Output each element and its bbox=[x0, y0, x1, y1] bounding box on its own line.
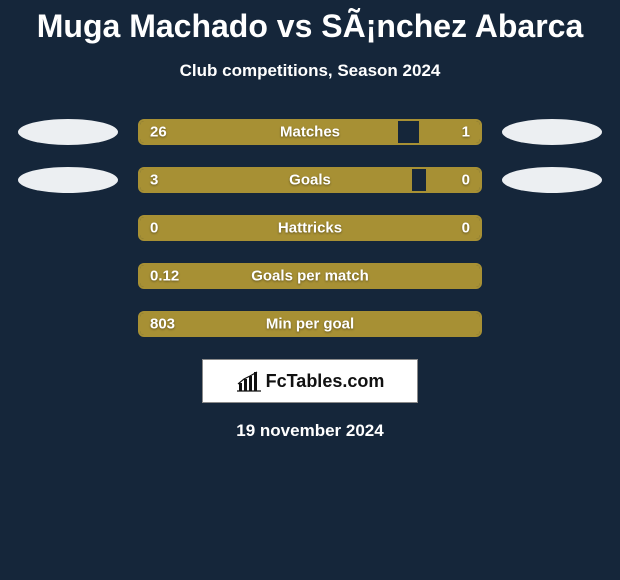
page-subtitle: Club competitions, Season 2024 bbox=[0, 61, 620, 81]
stat-label: Goals per match bbox=[251, 268, 369, 285]
stat-row: 26 1 Matches bbox=[0, 119, 620, 145]
bar-right-fill bbox=[426, 169, 480, 191]
stat-row: 0.12 Goals per match bbox=[0, 263, 620, 289]
stat-bar: 0 0 Hattricks bbox=[138, 215, 482, 241]
stat-left-value: 0.12 bbox=[150, 268, 179, 285]
stat-label: Goals bbox=[289, 172, 331, 189]
stat-left-value: 26 bbox=[150, 124, 167, 141]
logo-box[interactable]: FcTables.com bbox=[202, 359, 418, 403]
stat-bar: 3 0 Goals bbox=[138, 167, 482, 193]
stat-right-value: 0 bbox=[462, 220, 470, 237]
stat-left-value: 0 bbox=[150, 220, 158, 237]
player-left-avatar bbox=[18, 167, 118, 193]
page-title: Muga Machado vs SÃ¡nchez Abarca bbox=[0, 0, 620, 45]
player-left-avatar bbox=[18, 119, 118, 145]
bar-right-fill bbox=[419, 121, 480, 143]
stat-right-value: 0 bbox=[462, 172, 470, 189]
stat-label: Hattricks bbox=[278, 220, 342, 237]
bar-left-fill bbox=[140, 121, 398, 143]
footer-date: 19 november 2024 bbox=[0, 421, 620, 441]
stat-bar: 0.12 Goals per match bbox=[138, 263, 482, 289]
player-right-avatar bbox=[502, 119, 602, 145]
bar-gap bbox=[412, 169, 426, 191]
player-right-avatar bbox=[502, 167, 602, 193]
stat-row: 803 Min per goal bbox=[0, 311, 620, 337]
stat-label: Min per goal bbox=[266, 316, 354, 333]
logo-text: FcTables.com bbox=[266, 371, 385, 392]
stat-bar: 26 1 Matches bbox=[138, 119, 482, 145]
stat-left-value: 803 bbox=[150, 316, 175, 333]
stat-bar: 803 Min per goal bbox=[138, 311, 482, 337]
bar-gap bbox=[398, 121, 418, 143]
stat-right-value: 1 bbox=[462, 124, 470, 141]
stat-left-value: 3 bbox=[150, 172, 158, 189]
stats-container: 26 1 Matches 3 0 Goals 0 0 Hattricks 0.12 Goals pe… bbox=[0, 119, 620, 337]
stat-row: 3 0 Goals bbox=[0, 167, 620, 193]
bar-left-fill bbox=[140, 169, 412, 191]
stat-label: Matches bbox=[280, 124, 340, 141]
bar-chart-icon bbox=[236, 370, 262, 392]
stat-row: 0 0 Hattricks bbox=[0, 215, 620, 241]
